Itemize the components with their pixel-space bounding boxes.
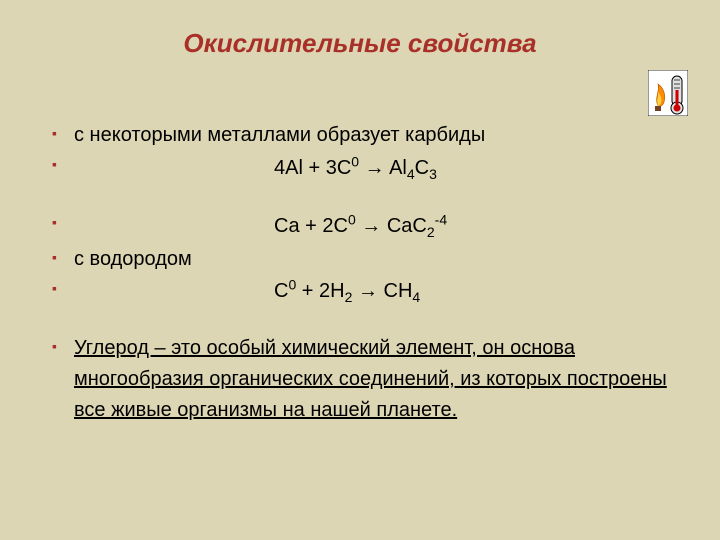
equation-2: Ca + 2C0 → CaC2-4: [74, 215, 447, 237]
spacer: [44, 309, 676, 333]
eq-part: + 2H: [296, 280, 344, 302]
bullet-text-underlined: Углерод – это особый химический элемент,…: [74, 337, 667, 421]
bullet-list: с некоторыми металлами образует карбиды …: [44, 120, 676, 426]
list-item: C0 + 2H2 → CH4: [44, 275, 676, 309]
slide: Окислительные свойства с некоторыми мета…: [0, 0, 720, 540]
eq-part: → CaC: [356, 215, 427, 237]
eq-part: Ca + 2C: [274, 215, 348, 237]
eq-sub: 4: [412, 289, 420, 305]
eq-sub: 4: [407, 166, 415, 182]
list-item: с некоторыми металлами образует карбиды: [44, 120, 676, 151]
content-area: с некоторыми металлами образует карбиды …: [44, 120, 676, 426]
eq-sub: 3: [429, 166, 437, 182]
list-item: Углерод – это особый химический элемент,…: [44, 333, 676, 426]
eq-sub: 2: [427, 224, 435, 240]
eq-part: → Al: [359, 157, 407, 179]
list-item: с водородом: [44, 244, 676, 275]
eq-sup: 0: [348, 211, 356, 227]
list-item: Ca + 2C0 → CaC2-4: [44, 209, 676, 243]
equation-1: 4Al + 3C0 → Al4C3: [74, 157, 437, 179]
eq-part: C: [415, 157, 429, 179]
eq-sup: 0: [351, 153, 359, 169]
eq-part: C: [274, 280, 288, 302]
thermometer-flame-icon: [648, 70, 688, 116]
page-title: Окислительные свойства: [0, 28, 720, 59]
list-item: 4Al + 3C0 → Al4C3: [44, 151, 676, 185]
eq-part: → CH: [352, 280, 412, 302]
bullet-text: с водородом: [74, 248, 192, 270]
eq-part: 4Al + 3C: [274, 157, 351, 179]
bullet-text: с некоторыми металлами образует карбиды: [74, 124, 485, 146]
eq-sup: -4: [435, 211, 447, 227]
equation-3: C0 + 2H2 → CH4: [74, 280, 420, 302]
spacer: [44, 185, 676, 209]
